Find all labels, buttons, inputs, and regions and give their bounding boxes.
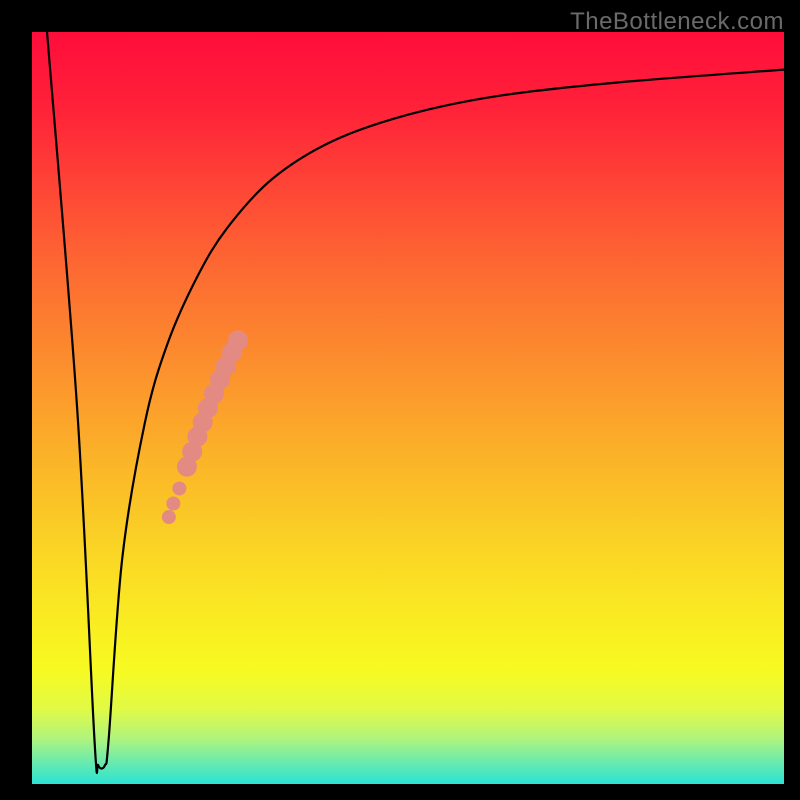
marker-dot bbox=[166, 497, 180, 511]
marker-dot bbox=[162, 510, 176, 524]
watermark-text: TheBottleneck.com bbox=[570, 8, 784, 36]
curve-layer bbox=[32, 32, 784, 784]
marker-cluster bbox=[162, 330, 248, 524]
marker-dot bbox=[172, 481, 186, 495]
bottleneck-curve bbox=[47, 32, 784, 773]
plot-area bbox=[32, 32, 784, 784]
marker-dot bbox=[228, 330, 248, 350]
